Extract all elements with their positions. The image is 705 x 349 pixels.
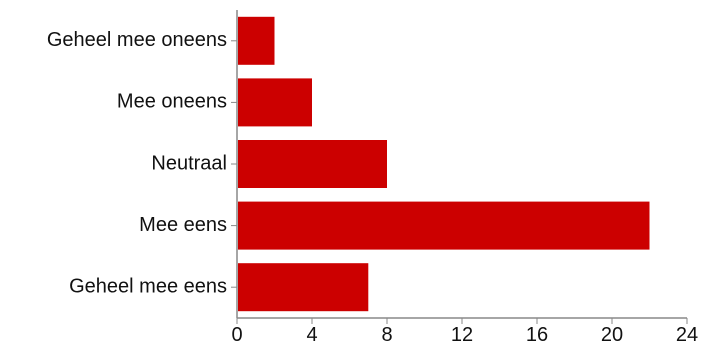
bar-0 [238,16,275,65]
category-label: Geheel mee oneens [47,29,227,51]
bar-4 [238,263,369,312]
x-tick-label: 8 [381,324,392,346]
x-tick-label: 4 [306,324,317,346]
x-tick-label: 12 [451,324,473,346]
bar-1 [238,78,312,127]
category-labels: Geheel mee oneens Mee oneens Neutraal Mee e… [47,29,227,297]
category-label: Geheel mee eens [69,275,227,297]
category-label: Mee eens [139,214,227,236]
axes-group [231,10,688,324]
x-tick-label: 16 [526,324,548,346]
x-tick-label: 0 [231,324,242,346]
bar-2 [238,140,387,188]
category-label: Neutraal [151,152,227,174]
x-tick-label: 20 [601,324,623,346]
category-label: Mee oneens [117,91,227,113]
x-tick-label: 24 [676,324,698,346]
bar-3 [238,201,650,250]
bars-group [238,16,650,312]
x-tick-labels: 0 4 8 12 16 20 24 [231,324,698,346]
